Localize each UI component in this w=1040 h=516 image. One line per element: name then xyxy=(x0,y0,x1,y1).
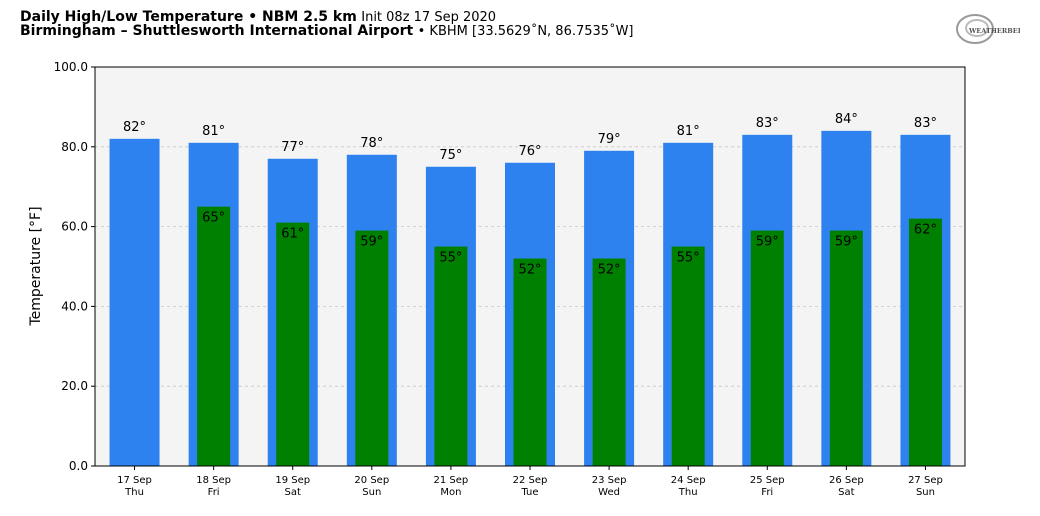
x-tick-day: Mon xyxy=(440,487,461,498)
low-temp-label: 55° xyxy=(677,251,700,266)
high-temp-bar xyxy=(109,138,160,466)
x-tick-day: Sun xyxy=(916,487,935,498)
x-tick-date: 18 Sep xyxy=(196,475,231,486)
low-temp-bar xyxy=(592,258,626,466)
high-temp-label: 77° xyxy=(281,140,304,155)
high-temp-label: 75° xyxy=(439,148,462,163)
y-tick-label: 80.0 xyxy=(61,140,88,154)
low-temp-bar xyxy=(750,230,784,466)
x-tick-date: 21 Sep xyxy=(434,475,469,486)
y-tick-label: 60.0 xyxy=(61,220,88,234)
x-tick-day: Sun xyxy=(362,487,381,498)
weatherbell-logo: WEATHERBELL xyxy=(956,14,1020,44)
x-tick-day: Thu xyxy=(678,487,698,498)
logo-text: WEATHERBELL xyxy=(968,27,1020,35)
plot-frame xyxy=(94,66,966,467)
low-temp-bar xyxy=(513,258,547,466)
y-tick-label: 0.0 xyxy=(69,459,88,473)
x-tick-date: 27 Sep xyxy=(908,475,943,486)
logo-swirl-inner xyxy=(965,19,989,37)
low-temp-label: 52° xyxy=(598,263,621,278)
low-temp-label: 52° xyxy=(518,263,541,278)
location-name: Birmingham – Shuttlesworth International… xyxy=(20,23,414,39)
low-temp-label: 59° xyxy=(756,235,779,250)
low-temp-bar xyxy=(197,206,231,466)
x-tick-day: Sat xyxy=(838,487,854,498)
x-tick-date: 26 Sep xyxy=(829,475,864,486)
low-temp-label: 61° xyxy=(281,227,304,242)
high-temp-label: 76° xyxy=(518,144,541,159)
y-tick-label: 40.0 xyxy=(61,299,88,313)
high-temp-label: 79° xyxy=(598,132,621,147)
low-temp-bar xyxy=(829,230,863,466)
title-main: Daily High/Low Temperature • NBM 2.5 km xyxy=(20,9,357,25)
x-tick-day: Fri xyxy=(761,487,773,498)
high-temp-label: 84° xyxy=(835,112,858,127)
y-tick-label: 20.0 xyxy=(61,379,88,393)
x-tick-date: 20 Sep xyxy=(354,475,389,486)
x-tick-date: 25 Sep xyxy=(750,475,785,486)
low-temp-bar xyxy=(355,230,389,466)
low-temp-label: 55° xyxy=(439,251,462,266)
x-tick-day: Sat xyxy=(285,487,301,498)
high-temp-label: 82° xyxy=(123,120,146,135)
low-temp-bar xyxy=(908,218,942,466)
high-temp-label: 83° xyxy=(756,116,779,131)
chart-title: Daily High/Low Temperature • NBM 2.5 km … xyxy=(20,9,496,26)
high-temp-label: 81° xyxy=(202,124,225,139)
low-temp-label: 59° xyxy=(835,235,858,250)
x-tick-date: 22 Sep xyxy=(513,475,548,486)
low-temp-bar xyxy=(276,222,310,466)
high-temp-label: 78° xyxy=(360,136,383,151)
x-tick-day: Fri xyxy=(208,487,220,498)
high-temp-label: 81° xyxy=(677,124,700,139)
low-temp-bar xyxy=(671,246,705,466)
x-tick-day: Wed xyxy=(598,487,620,498)
low-temp-label: 62° xyxy=(914,223,937,238)
low-temp-label: 59° xyxy=(360,235,383,250)
title-init: Init 08z 17 Sep 2020 xyxy=(361,10,497,25)
y-tick-label: 100.0 xyxy=(54,60,88,74)
x-tick-day: Thu xyxy=(124,487,144,498)
x-tick-date: 17 Sep xyxy=(117,475,152,486)
x-tick-day: Tue xyxy=(520,487,538,498)
x-tick-date: 19 Sep xyxy=(275,475,310,486)
high-temp-label: 83° xyxy=(914,116,937,131)
logo-swirl-outer xyxy=(956,14,994,44)
x-tick-date: 24 Sep xyxy=(671,475,706,486)
y-axis-label: Temperature [°F] xyxy=(28,206,44,326)
x-tick-date: 23 Sep xyxy=(592,475,627,486)
low-temp-label: 65° xyxy=(202,211,225,226)
location-info: • KBHM [33.5629˚N, 86.7535˚W] xyxy=(417,24,634,39)
chart-subtitle: Birmingham – Shuttlesworth International… xyxy=(20,23,634,40)
low-temp-bar xyxy=(434,246,468,466)
